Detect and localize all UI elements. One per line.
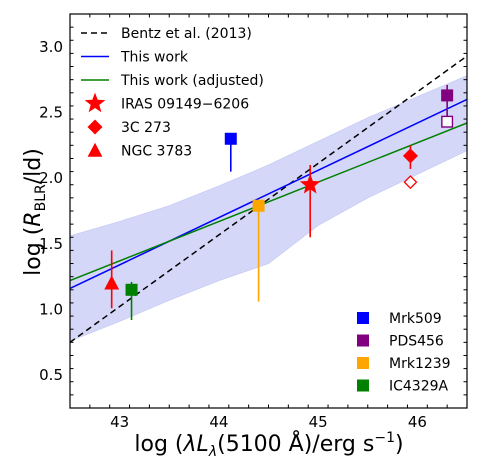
legend-bottom-entry-3: IC4329A <box>357 379 449 395</box>
legend-bottom-entry-1: PDS456 <box>357 334 444 350</box>
legend-top-entry-5: NGC 3783 <box>87 142 192 160</box>
legend-top-label: 3C 273 <box>121 120 171 136</box>
legend-bottom-label: PDS456 <box>389 334 444 350</box>
data-point-3 <box>252 199 265 212</box>
y-tick-label: 3.0 <box>39 38 63 56</box>
legend-bottom-label: IC4329A <box>389 379 449 395</box>
legend-bottom-swatch <box>357 312 369 324</box>
legend: Bentz et al. (2013) This work This work (a… <box>81 26 451 395</box>
legend-top-label: IRAS 09149−6206 <box>121 97 249 113</box>
legend-top-entry-0: Bentz et al. (2013) <box>81 26 252 42</box>
data-point-5 <box>402 148 418 164</box>
legend-top-entry-3: IRAS 09149−6206 <box>84 92 249 113</box>
y-tick-label: 1.5 <box>39 235 63 253</box>
legend-top-swatch <box>87 119 103 135</box>
legend-top-label: This work <box>120 50 189 66</box>
y-tick-label: 2.5 <box>39 104 63 122</box>
data-point-1 <box>125 283 138 296</box>
fit-line-2 <box>70 122 467 282</box>
legend-bottom-swatch <box>357 357 369 369</box>
legend-top-label: NGC 3783 <box>121 144 192 160</box>
legend-bottom-label: Mrk509 <box>389 311 442 327</box>
legend-top-entry-2: This work (adjusted) <box>81 73 264 89</box>
data-point-4 <box>299 173 321 194</box>
y-tick-label: 0.5 <box>39 366 63 384</box>
axes: 43 44 45 46 0.5 1.0 1.5 2.0 2.5 3.0 <box>39 13 468 431</box>
legend-bottom-entry-2: Mrk1239 <box>357 356 451 372</box>
legend-top-swatch <box>87 142 103 157</box>
x-tick-label: 44 <box>209 413 228 431</box>
legend-bottom-swatch <box>357 379 369 392</box>
legend-top-label: This work (adjusted) <box>120 73 264 89</box>
fit-line-1 <box>70 98 467 290</box>
confidence-band <box>70 75 467 342</box>
legend-top-swatch <box>84 92 106 113</box>
data-point-2 <box>224 132 237 145</box>
data-point-7 <box>441 89 454 102</box>
y-tick-label: 2.0 <box>39 169 63 187</box>
x-tick-label: 43 <box>110 413 129 431</box>
x-axis-label: log (λLλ(5100 Å)/erg s−1) <box>134 430 403 460</box>
legend-top-entry-4: 3C 273 <box>87 119 171 136</box>
legend-top-label: Bentz et al. (2013) <box>121 26 252 42</box>
y-axis-label: log (RBLR/ld) <box>21 148 49 276</box>
legend-bottom-swatch <box>357 334 369 347</box>
data-point-8 <box>441 115 454 128</box>
x-tick-label: 46 <box>408 413 427 431</box>
legend-bottom-label: Mrk1239 <box>389 356 451 372</box>
x-tick-label: 45 <box>309 413 328 431</box>
data-point-6 <box>403 175 418 190</box>
data-point-0 <box>104 275 120 290</box>
plot-area <box>70 55 467 343</box>
y-tick-label: 1.0 <box>39 301 63 319</box>
legend-top-entry-1: This work <box>81 50 189 66</box>
legend-bottom-entry-0: Mrk509 <box>357 311 442 327</box>
